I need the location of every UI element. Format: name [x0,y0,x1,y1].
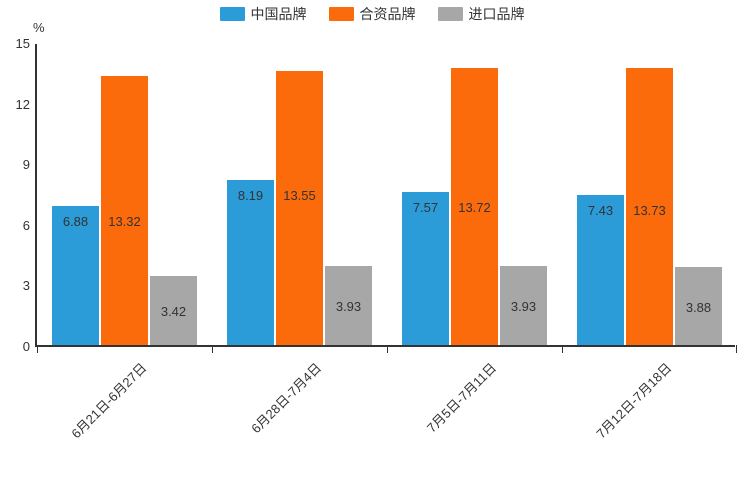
y-tick-label: 12 [15,96,30,112]
bar-进口品牌-2 [500,265,547,345]
x-axis-tick [212,345,213,353]
x-axis-tick [562,345,563,353]
x-axis-tick [736,345,737,353]
bar-合资品牌-2 [451,67,498,345]
y-tick-label: 0 [22,339,30,354]
bar-value-label: 8.19 [237,187,264,203]
legend-label: 进口品牌 [468,6,525,22]
x-axis-tick [37,345,38,353]
y-tick-label: 15 [15,36,30,51]
bar-合资品牌-3 [626,67,673,345]
bar-value-label: 7.43 [587,202,614,218]
y-axis-unit-label: % [33,20,45,35]
bar-value-label: 3.42 [160,304,187,320]
legend-swatch [219,7,245,21]
bar-value-label: 13.73 [633,202,666,218]
chart-legend: 中国品牌 合资品牌 进口品牌 [0,7,744,21]
legend-item-1[interactable]: 合资品牌 [328,6,416,22]
bar-合资品牌-1 [276,71,323,345]
bar-中国品牌-2 [402,192,449,345]
bar-value-label: 3.93 [335,299,362,315]
legend-label: 合资品牌 [359,6,416,22]
bar-value-label: 3.93 [510,299,537,315]
x-axis-label: 7月5日-7月11日 [423,360,500,436]
x-axis-tick [387,345,388,353]
y-tick-label: 9 [22,157,30,173]
legend-item-0[interactable]: 中国品牌 [219,6,307,22]
plot-area: 6.88 13.32 3.42 8.19 13.55 3.93 7.57 13.72 3.93 7… [35,44,737,353]
legend-swatch [328,7,354,21]
bar-进口品牌-1 [325,265,372,345]
bar-进口品牌-0 [150,275,197,345]
bar-中国品牌-0 [52,206,99,345]
x-axis-label: 6月28日-7月4日 [248,360,325,437]
bar-value-label: 13.55 [283,187,316,203]
bar-value-label: 6.88 [62,214,89,230]
bar-进口品牌-3 [675,266,722,345]
x-axis-label: 7月12日-7月18日 [593,360,675,442]
bar-value-label: 3.88 [685,299,712,315]
x-axis-label: 6月21日-6月27日 [68,360,150,442]
bar-合资品牌-0 [101,75,148,345]
bar-value-label: 7.57 [412,200,439,216]
legend-swatch [437,7,463,21]
bar-中国品牌-3 [577,194,624,345]
bar-value-label: 13.72 [458,200,491,216]
y-tick-label: 3 [22,278,30,294]
bar-value-label: 13.32 [108,214,141,230]
legend-label: 中国品牌 [250,6,307,22]
y-tick-label: 6 [22,217,30,233]
bar-中国品牌-1 [227,179,274,345]
legend-item-2[interactable]: 进口品牌 [437,6,525,22]
